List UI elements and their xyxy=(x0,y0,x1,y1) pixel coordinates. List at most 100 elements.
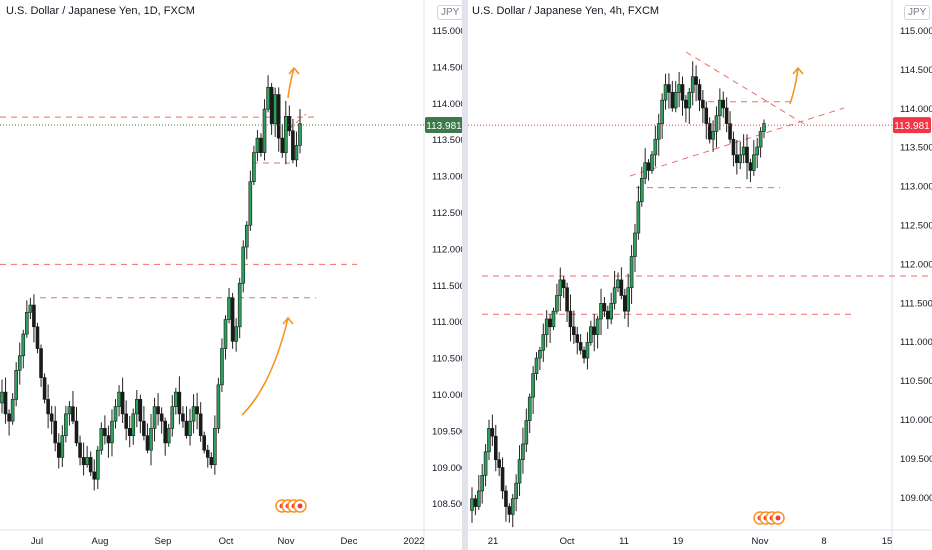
y-tick-label: 110.000 xyxy=(900,415,932,426)
candle-down xyxy=(142,420,146,436)
candle-up xyxy=(166,428,171,444)
candle-down xyxy=(592,326,597,335)
candlestick-chart-daily[interactable]: 115.000 114.500 114.000 113.500 113.000 112.5… xyxy=(0,0,462,550)
candle-up xyxy=(714,115,719,132)
y-tick-label: 111.500 xyxy=(900,298,932,309)
candle-up xyxy=(758,131,763,148)
candle-up xyxy=(643,162,647,179)
candle-down xyxy=(704,107,709,124)
candle-up xyxy=(534,357,539,374)
candle-down xyxy=(138,399,143,422)
candle-up xyxy=(660,99,664,124)
candle-up xyxy=(17,355,22,371)
candle-down xyxy=(181,413,185,422)
x-tick-label: Dec xyxy=(341,536,358,547)
y-tick-label: 109.500 xyxy=(900,454,932,465)
x-tick-label: 2022 xyxy=(403,536,424,547)
candle-up xyxy=(188,420,192,436)
candle-down xyxy=(575,334,580,343)
candlestick-chart-4h[interactable]: 115.000 114.500 114.000 113.500 113.000 112.5… xyxy=(468,0,932,550)
candle-down xyxy=(504,490,508,507)
x-tick-label: Nov xyxy=(278,536,295,547)
candle-up xyxy=(170,406,175,429)
candle-up xyxy=(483,451,488,476)
candle-down xyxy=(92,471,97,480)
candle-up xyxy=(67,406,72,415)
panel-divider[interactable] xyxy=(462,0,468,550)
candle-down xyxy=(259,137,263,153)
candle-down xyxy=(565,287,569,312)
candle-up xyxy=(476,490,481,507)
annotation-arrow xyxy=(241,317,289,416)
candle-up xyxy=(521,443,525,460)
candle-down xyxy=(81,457,86,465)
candle-up xyxy=(223,319,228,349)
chart-panel-daily[interactable]: U.S. Dollar / Japanese Yen, 1D, FXCM JPY… xyxy=(0,0,464,550)
y-tick-label: 111.500 xyxy=(432,281,462,292)
candle-down xyxy=(32,304,36,328)
candle-up xyxy=(220,348,224,386)
chart-title: U.S. Dollar / Japanese Yen, 4h, FXCM xyxy=(472,5,660,17)
candle-down xyxy=(280,137,285,153)
y-tick-label: 109.000 xyxy=(900,493,932,504)
x-tick-label: Jul xyxy=(31,536,43,547)
candle-down xyxy=(497,459,501,468)
y-tick-label: 113.500 xyxy=(900,143,932,154)
candle-down xyxy=(124,413,128,429)
candle-down xyxy=(670,92,675,109)
candle-down xyxy=(163,420,167,444)
candle-up xyxy=(113,406,118,422)
candle-down xyxy=(493,435,498,460)
candle-up xyxy=(527,396,532,421)
candle-up xyxy=(673,92,678,109)
candle-down xyxy=(701,99,705,109)
candle-down xyxy=(205,449,210,458)
y-tick-label: 110.500 xyxy=(432,354,462,365)
candle-up xyxy=(741,146,746,156)
candle-up xyxy=(677,84,681,93)
candle-down xyxy=(697,84,702,101)
y-tick-label: 111.000 xyxy=(432,317,462,328)
x-tick-label: Oct xyxy=(560,536,575,547)
candle-up xyxy=(213,428,217,465)
candle-up xyxy=(510,498,515,515)
candle-down xyxy=(568,310,573,328)
y-tick-label: 113.000 xyxy=(900,182,932,193)
candle-up xyxy=(762,123,766,132)
candle-up xyxy=(633,232,637,257)
candle-up xyxy=(135,399,139,415)
candle-up xyxy=(64,413,68,436)
event-marker-dot xyxy=(775,515,781,521)
y-tick-label: 113.500 xyxy=(432,135,462,146)
candle-down xyxy=(622,295,627,312)
y-tick-label: 113.000 xyxy=(432,172,462,183)
y-tick-label: 114.000 xyxy=(900,104,932,115)
candle-up xyxy=(294,145,299,161)
candle-up xyxy=(152,406,157,429)
candle-down xyxy=(500,467,505,492)
candle-down xyxy=(572,326,576,335)
x-tick-label: 19 xyxy=(673,536,684,547)
candle-down xyxy=(728,123,732,140)
candle-up xyxy=(99,428,104,451)
y-tick-label: 111.000 xyxy=(900,337,932,348)
candle-down xyxy=(721,99,726,109)
candle-down xyxy=(745,146,749,163)
candle-up xyxy=(149,428,153,451)
chart-title: U.S. Dollar / Japanese Yen, 1D, FXCM xyxy=(6,5,195,17)
candle-up xyxy=(752,154,756,171)
candle-down xyxy=(606,310,610,320)
arrow-head xyxy=(792,66,804,75)
x-tick-label: Sep xyxy=(155,536,172,547)
candle-up xyxy=(248,181,253,226)
candle-down xyxy=(646,162,651,171)
candle-down xyxy=(276,94,281,139)
y-tick-label: 112.500 xyxy=(432,208,462,219)
candle-down xyxy=(106,435,111,444)
currency-badge[interactable]: JPY xyxy=(904,5,931,20)
candle-down xyxy=(561,279,566,289)
candle-up xyxy=(28,304,33,313)
chart-panel-4h[interactable]: U.S. Dollar / Japanese Yen, 4h, FXCM JPY… xyxy=(468,0,932,550)
y-tick-label: 112.000 xyxy=(900,259,932,270)
candle-down xyxy=(56,442,61,458)
